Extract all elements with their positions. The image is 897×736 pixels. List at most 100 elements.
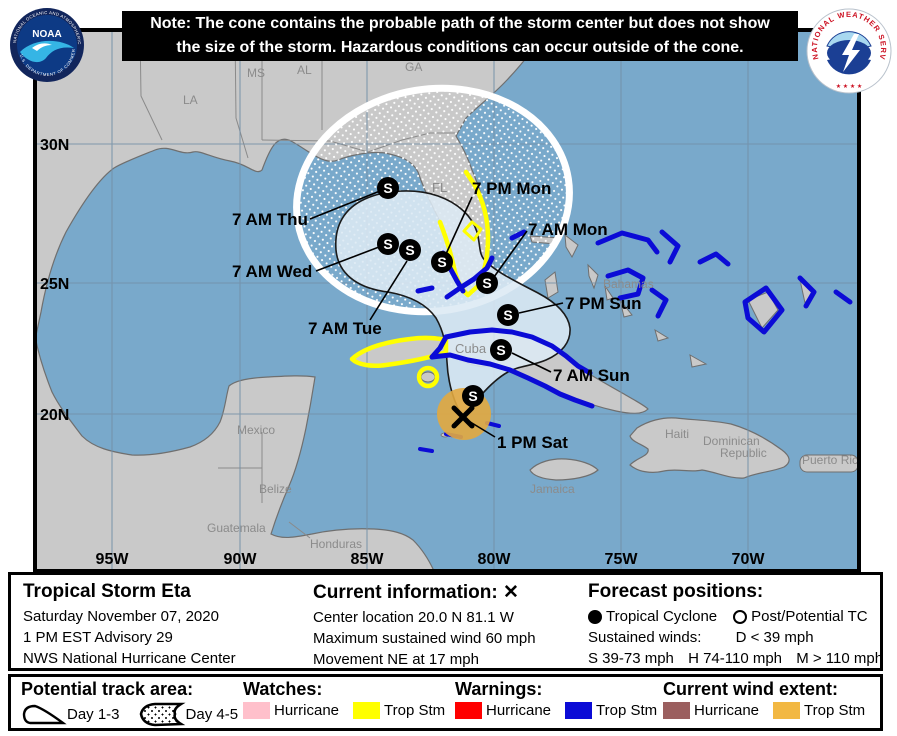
marker-7pm-sat: S [462, 385, 484, 407]
jamaica-landmass [529, 458, 599, 481]
lon-label-90w: 90W [224, 551, 258, 568]
place-label-mexico: Mexico [237, 423, 275, 437]
place-label-puerto-rico: Puerto Rico [802, 453, 865, 467]
noaa-logo: NATIONAL OCEANIC AND ATMOSPHERIC ADMINIS… [8, 6, 84, 82]
storm-date: Saturday November 07, 2020 [23, 608, 219, 625]
storm-agency: NWS National Hurricane Center [23, 650, 236, 667]
forecast-positions-title: Forecast positions: [588, 581, 764, 602]
svg-text:S: S [468, 388, 477, 404]
legend-track-area-title: Potential track area: [21, 679, 194, 699]
place-label-republic: Republic [720, 446, 767, 460]
legend-wind-extent: Current wind extent: Hurricane Trop Stm [663, 679, 865, 719]
banner-line-2: the size of the storm. Hazardous conditi… [176, 39, 744, 56]
tropstm-wind-extent-swatch [773, 702, 801, 719]
legend-watches: Watches: Hurricane Trop Stm [243, 679, 445, 719]
day13-label: Day 1-3 [67, 706, 120, 723]
track-label-7am-mon: 7 AM Mon [528, 220, 608, 239]
geo-labels: LA MS AL GA FL Mexico Belize Guatemala H… [183, 60, 865, 551]
place-label-cuba: Cuba [455, 341, 487, 356]
state-label-al: AL [297, 63, 312, 77]
lat-label-25n: 25N [40, 276, 69, 293]
place-label-jamaica: Jamaica [530, 482, 575, 496]
track-label-7pm-sun: 7 PM Sun [565, 294, 642, 313]
state-label-la: LA [183, 93, 198, 107]
graticule-labels: 30N 25N 20N 95W 90W 85W 80W 75W 70W [40, 137, 765, 568]
forecast-position-markers: S S S S S S S S [377, 177, 519, 429]
lon-label-85w: 85W [351, 551, 385, 568]
place-label-honduras: Honduras [310, 537, 362, 551]
nws-lightning-icon [842, 34, 860, 72]
legend-track-area: Potential track area: Day 1-3 Day 4-5 [21, 679, 238, 727]
marker-7am-thu: S [377, 177, 399, 199]
svg-text:S: S [383, 180, 392, 196]
lon-label-75w: 75W [605, 551, 639, 568]
day45-stipple-icon [139, 702, 186, 727]
hurricane-wind-extent-label: Hurricane [694, 702, 760, 719]
tropical-cyclone-label: Tropical Cyclone [606, 608, 718, 625]
forecast-cone-map: S S S S S S S S LA MS AL GA FL Mexico [33, 28, 865, 573]
svg-text:S: S [405, 242, 414, 258]
place-label-belize: Belize [259, 482, 292, 496]
track-label-7am-sun: 7 AM Sun [553, 366, 630, 385]
day45-label: Day 4-5 [185, 706, 239, 723]
cone-note-banner: Note: The cone contains the probable pat… [122, 11, 798, 61]
state-label-ms: MS [247, 66, 265, 80]
hurricane-watch-label: Hurricane [274, 702, 340, 719]
hurricane-warning-label: Hurricane [486, 702, 552, 719]
storm-info-panel: Tropical Storm Eta Saturday November 07,… [8, 572, 883, 671]
tropstm-warning-swatch [565, 702, 593, 719]
svg-text:S: S [482, 275, 491, 291]
wind-category-d: D < 39 mph [735, 629, 814, 646]
svg-text:S: S [503, 307, 512, 323]
svg-text:S: S [496, 342, 505, 358]
tropstm-wind-extent-label: Trop Stm [804, 702, 866, 719]
warnings-title: Warnings: [455, 679, 543, 699]
track-label-7am-thu: 7 AM Thu [232, 210, 308, 229]
noaa-gull-icon [20, 40, 74, 63]
current-center-location: Center location 20.0 N 81.1 W [313, 609, 514, 626]
wind-extent-title: Current wind extent: [663, 679, 839, 699]
day13-cone-icon [22, 704, 67, 724]
islands [351, 233, 859, 481]
storm-advisory: 1 PM EST Advisory 29 [23, 629, 173, 646]
wind-category-m: M > 110 mph [796, 650, 884, 667]
marker-7pm-sun: S [497, 304, 519, 326]
marker-7am-wed: S [377, 233, 399, 255]
forecast-positions-column: Forecast positions: Tropical Cyclone Pos… [588, 579, 883, 669]
lat-label-30n: 30N [40, 137, 69, 154]
tropical-cyclone-dot-icon [588, 609, 602, 624]
track-label-7pm-mon: 7 PM Mon [472, 179, 551, 198]
track-time-labels: 7 AM Thu 7 AM Wed 7 AM Tue 7 PM Mon 7 AM… [232, 179, 642, 452]
marker-7am-tue: S [399, 239, 421, 261]
place-label-haiti: Haiti [665, 427, 689, 441]
legend-warnings: Warnings: Hurricane Trop Stm [455, 679, 657, 719]
legend-panel: Potential track area: Day 1-3 Day 4-5 Wa… [8, 674, 883, 731]
lon-label-95w: 95W [96, 551, 130, 568]
nws-logo: NATIONAL WEATHER SERVICE ★ ★ ★ ★ [806, 8, 892, 94]
map-area: S S S S S S S S LA MS AL GA FL Mexico [33, 28, 865, 573]
post-potential-tc-label: Post/Potential TC [751, 608, 868, 625]
hurricane-warning-swatch [455, 702, 482, 719]
current-max-wind: Maximum sustained wind 60 mph [313, 630, 536, 647]
svg-text:S: S [383, 236, 392, 252]
lon-label-70w: 70W [732, 551, 766, 568]
current-position-x-marker [451, 405, 475, 429]
tropstm-watch-swatch [353, 702, 381, 719]
marker-7pm-mon: S [431, 251, 453, 273]
svg-text:S: S [437, 254, 446, 270]
state-label-fl: FL [432, 180, 447, 195]
storm-id-column: Tropical Storm Eta Saturday November 07,… [23, 579, 236, 669]
state-label-ga: GA [405, 60, 422, 74]
label-pointer-lines [309, 190, 564, 438]
noaa-logo-text: NOAA [32, 29, 61, 40]
current-info-title: Current information: [313, 582, 498, 603]
lon-label-80w: 80W [478, 551, 512, 568]
tropstm-warning-label: Trop Stm [596, 702, 658, 719]
current-position-symbol: ✕ [503, 582, 519, 603]
hispaniola-landmass [629, 417, 790, 479]
place-label-guatemala: Guatemala [207, 521, 266, 535]
storm-title: Tropical Storm Eta [23, 581, 191, 602]
wind-category-s: S 39-73 mph [588, 650, 674, 667]
wind-category-h: H 74-110 mph [688, 650, 783, 667]
